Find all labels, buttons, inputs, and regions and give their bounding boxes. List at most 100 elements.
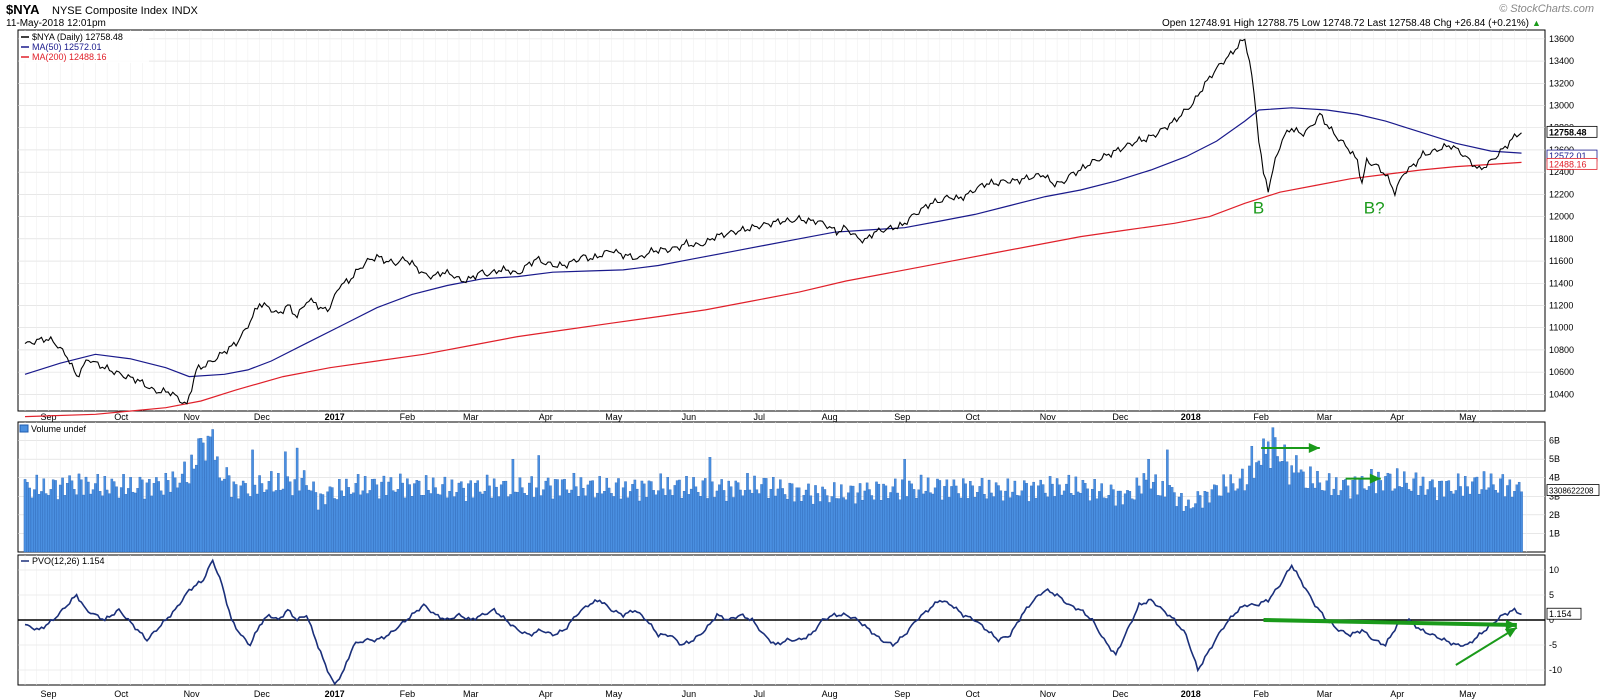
volume-bar (1494, 490, 1498, 553)
volume-bar (434, 487, 437, 553)
value-label: 12758.48 (1549, 127, 1587, 137)
volume-bar (23, 479, 27, 553)
volume-bar (901, 479, 904, 553)
volume-bar (1180, 493, 1183, 553)
volume-bar (1107, 495, 1110, 553)
volume-bar (610, 493, 613, 553)
volume-bar (506, 496, 510, 553)
x-tick-label: Dec (254, 689, 271, 699)
volume-bar (542, 489, 545, 553)
volume-bar (1074, 476, 1078, 553)
volume-bar (1295, 455, 1298, 553)
volume-bar (936, 478, 939, 553)
volume-bar (265, 489, 268, 553)
volume-bar (926, 477, 930, 553)
volume-bar (347, 487, 350, 553)
volume-bar (1156, 495, 1160, 553)
volume-bar (134, 492, 137, 553)
volume-bar (999, 490, 1003, 553)
volume-bar (244, 483, 247, 553)
volume-bar (753, 475, 756, 553)
volume-bar (938, 480, 942, 553)
volume-bar (858, 483, 862, 553)
volume-bar (417, 480, 421, 553)
price-tick-label: 12200 (1549, 189, 1574, 199)
volume-bar (1123, 493, 1127, 553)
volume-bar (1102, 497, 1106, 553)
volume-bar (1306, 488, 1310, 553)
volume-bar (370, 479, 374, 553)
x-tick-label: Sep (40, 412, 56, 422)
volume-bar (556, 479, 559, 553)
volume-bar (37, 494, 41, 553)
volume-bar (654, 494, 658, 553)
x-tick-label: Dec (1112, 689, 1129, 699)
volume-bar (1337, 495, 1340, 553)
x-tick-label: May (1459, 412, 1477, 422)
x-tick-label: Dec (1112, 412, 1129, 422)
volume-bar (1398, 486, 1401, 553)
volume-bar (1161, 481, 1164, 553)
volume-bar (1489, 473, 1493, 553)
price-legend: $NYA (Daily) 12758.48 MA(50) 12572.01 MA… (19, 31, 149, 63)
volume-bar (1187, 499, 1190, 553)
price-tick-label: 11800 (1549, 234, 1573, 244)
volume-bar (750, 493, 754, 553)
volume-bar (633, 479, 637, 553)
volume-bar (678, 479, 681, 553)
x-axis-pvo: Sep Oct Nov Dec 2017 Feb Mar Apr May Jun Jul Aug Sep… (40, 689, 1476, 699)
volume-bar (619, 498, 623, 553)
volume-bar (94, 483, 97, 553)
volume-bar (549, 485, 552, 553)
volume-bar (1257, 460, 1261, 553)
volume-bar (155, 477, 158, 553)
header-name: NYSE Composite Index INDX (52, 5, 199, 17)
volume-bar (983, 494, 986, 553)
volume-bar (701, 480, 705, 553)
volume-bar (211, 429, 214, 553)
volume-bar (1168, 485, 1171, 553)
volume-bar (736, 482, 740, 553)
x-tick-label: Feb (400, 689, 416, 699)
volume-bar (1255, 462, 1258, 553)
volume-bar (431, 477, 435, 553)
volume-bar (746, 473, 749, 553)
volume-bar (101, 495, 104, 553)
x-tick-label: Aug (822, 412, 838, 422)
volume-bar (1356, 494, 1359, 553)
pvo-tick-label: 10 (1549, 565, 1559, 575)
volume-bar (469, 480, 472, 553)
volume-bar (103, 476, 107, 553)
volume-bar (162, 494, 165, 553)
volume-bar (537, 455, 540, 553)
volume-bar (1015, 495, 1019, 553)
x-tick-label: Nov (184, 689, 201, 699)
x-tick-label: Sep (894, 689, 910, 699)
volume-bar (1013, 480, 1017, 553)
volume-bar (640, 480, 644, 553)
volume-bar (335, 499, 339, 553)
volume-bar (1391, 490, 1394, 553)
price-series (24, 38, 1522, 405)
volume-bar (711, 481, 714, 553)
volume-bar (727, 480, 730, 553)
volume-bar (131, 491, 135, 553)
volume-bar (1447, 480, 1451, 553)
volume-bar (966, 498, 970, 553)
volume-bar (1395, 468, 1399, 553)
volume-bar (415, 480, 419, 553)
x-tick-label: Oct (114, 412, 129, 422)
legend-ma50: MA(50) 12572.01 (32, 42, 102, 52)
volume-bar (1184, 506, 1188, 553)
volume-bars (23, 427, 1523, 553)
volume-bar (286, 476, 290, 553)
volume-bar (464, 501, 468, 553)
volume-bar (863, 490, 867, 553)
volume-bar (1381, 490, 1385, 553)
value-label-box (1546, 484, 1600, 496)
volume-bar (769, 488, 773, 553)
volume-bar (1004, 490, 1007, 553)
volume-bar (202, 442, 205, 553)
volume-bar (1499, 478, 1502, 553)
header-index-name: NYSE Composite Index (52, 5, 168, 17)
